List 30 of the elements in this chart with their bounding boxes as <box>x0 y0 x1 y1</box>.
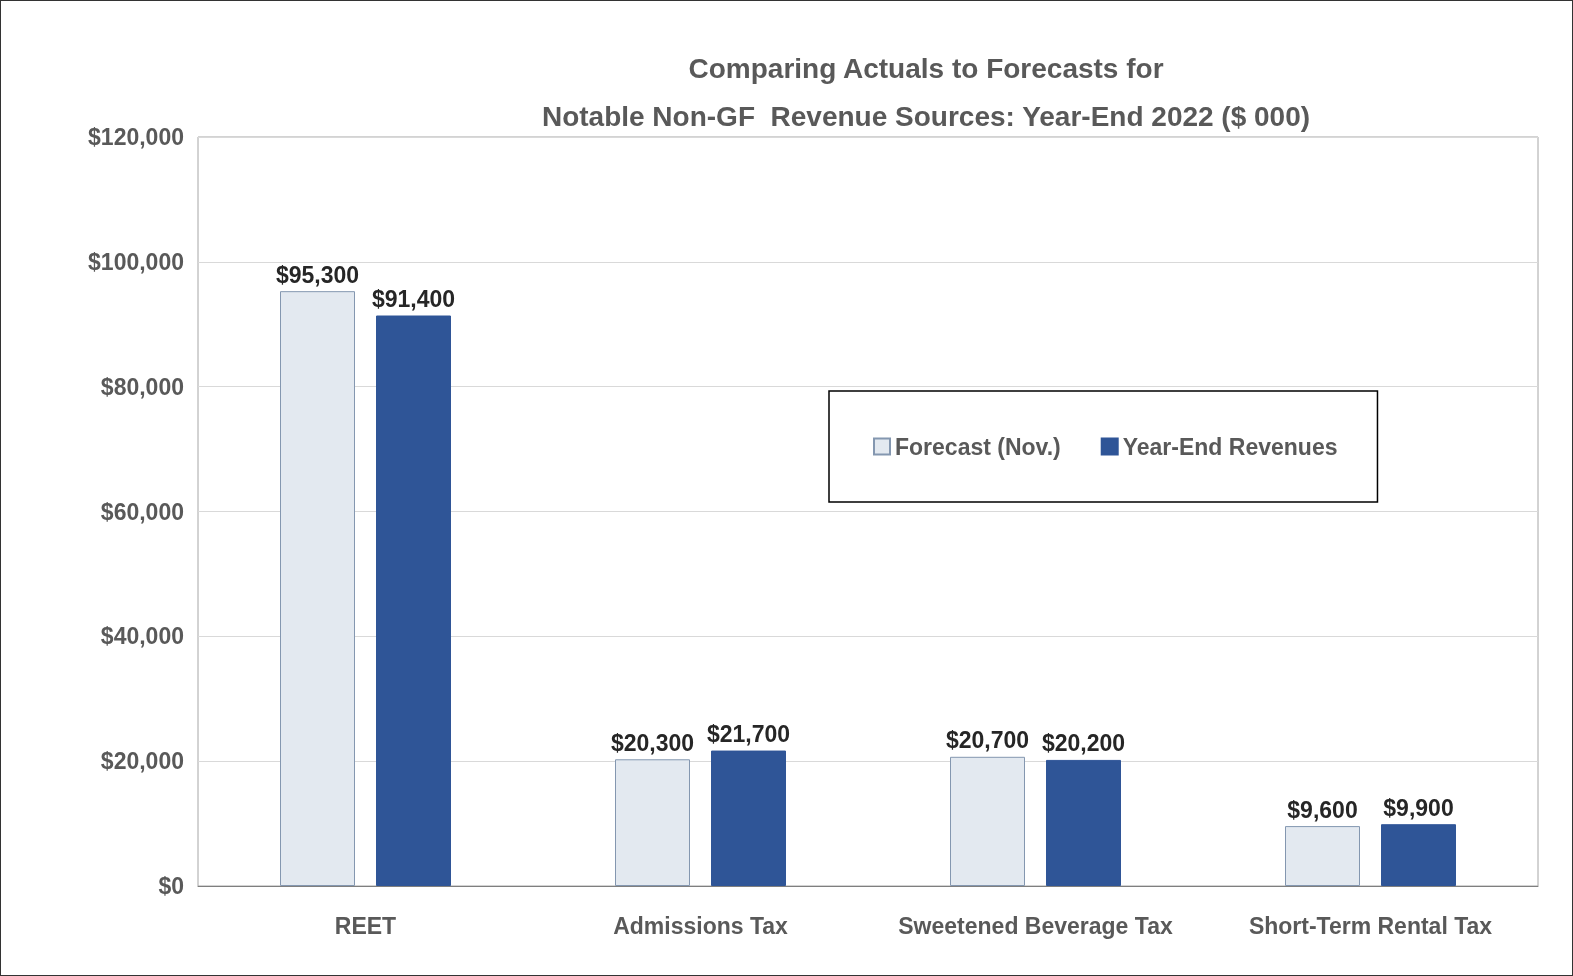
y-tick-label: $100,000 <box>88 248 184 275</box>
y-tick-label: $120,000 <box>88 124 184 150</box>
data-label: $21,700 <box>706 721 791 748</box>
x-tick-label: Short-Term Rental Tax <box>1248 912 1493 939</box>
data-label: $20,300 <box>610 729 695 756</box>
y-tick-label: $60,000 <box>100 498 184 525</box>
x-tick-label: Sweetened Beverage Tax <box>898 912 1173 939</box>
bar <box>280 291 355 886</box>
chart-title: Comparing Actuals to Forecasts for Notable Non-GF Revenue Sources: Year-End 2022 ($ 000) <box>541 52 1311 132</box>
y-tick-label: $0 <box>158 873 184 899</box>
legend-label: Forecast (Nov.) <box>895 433 1061 460</box>
legend-label: Year-End Revenues <box>1122 433 1338 460</box>
bar <box>1381 824 1456 886</box>
data-label: $20,700 <box>945 727 1030 754</box>
data-label: $9,900 <box>1383 794 1454 821</box>
bar <box>376 315 451 886</box>
y-tick-label: $20,000 <box>100 748 184 775</box>
y-tick-label: $80,000 <box>100 373 184 400</box>
data-label: $91,400 <box>371 286 456 313</box>
bar <box>1046 759 1121 886</box>
x-tick-label: REET <box>334 912 397 939</box>
data-label: $9,600 <box>1287 796 1358 823</box>
bar <box>950 756 1025 886</box>
data-label: $95,300 <box>275 261 360 288</box>
bar <box>1285 826 1360 886</box>
bar <box>711 750 786 886</box>
bar <box>615 759 690 886</box>
data-label: $20,200 <box>1041 730 1126 757</box>
y-tick-label: $40,000 <box>100 623 184 650</box>
x-tick-label: Admissions Tax <box>613 912 789 939</box>
